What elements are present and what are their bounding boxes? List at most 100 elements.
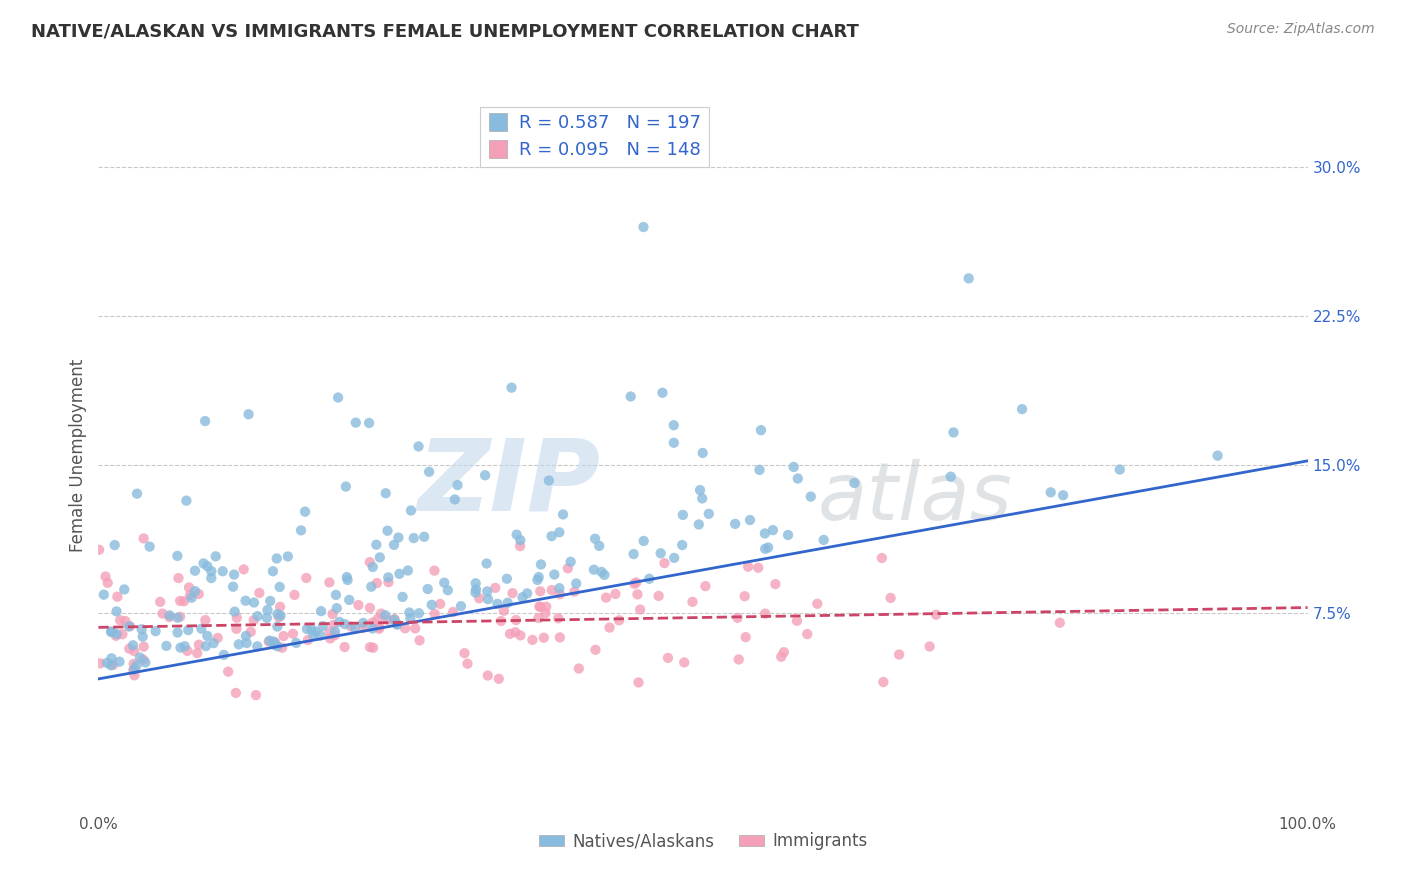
Point bbox=[547, 611, 569, 625]
Point bbox=[786, 471, 808, 485]
Point bbox=[1039, 485, 1062, 500]
Point bbox=[125, 486, 148, 500]
Point bbox=[195, 559, 218, 574]
Point bbox=[813, 533, 835, 547]
Point bbox=[423, 564, 446, 578]
Point bbox=[222, 580, 245, 594]
Point bbox=[548, 631, 571, 645]
Point bbox=[129, 650, 152, 665]
Point bbox=[925, 607, 948, 622]
Point bbox=[259, 594, 281, 608]
Point bbox=[583, 532, 606, 546]
Point bbox=[105, 590, 128, 604]
Point bbox=[502, 586, 524, 600]
Point bbox=[591, 565, 613, 579]
Point bbox=[132, 630, 155, 644]
Point bbox=[326, 391, 349, 405]
Text: NATIVE/ALASKAN VS IMMIGRANTS FEMALE UNEMPLOYMENT CORRELATION CHART: NATIVE/ALASKAN VS IMMIGRANTS FEMALE UNEM… bbox=[31, 22, 859, 40]
Point bbox=[283, 588, 305, 602]
Point bbox=[638, 572, 661, 586]
Point bbox=[352, 621, 374, 635]
Point bbox=[93, 588, 115, 602]
Point bbox=[474, 468, 496, 483]
Point bbox=[263, 634, 285, 648]
Point bbox=[295, 571, 318, 585]
Point bbox=[527, 570, 550, 584]
Point bbox=[623, 547, 645, 561]
Point bbox=[194, 414, 217, 428]
Point bbox=[623, 576, 645, 591]
Point bbox=[118, 641, 141, 656]
Point bbox=[599, 621, 621, 635]
Point bbox=[382, 538, 405, 552]
Point bbox=[692, 446, 714, 460]
Point bbox=[359, 600, 381, 615]
Point bbox=[627, 675, 650, 690]
Point bbox=[125, 658, 148, 673]
Point bbox=[361, 615, 384, 630]
Point bbox=[322, 607, 344, 621]
Point bbox=[662, 418, 685, 433]
Point bbox=[582, 563, 605, 577]
Point bbox=[246, 609, 269, 624]
Point bbox=[336, 570, 359, 584]
Point bbox=[367, 612, 389, 626]
Point bbox=[377, 524, 399, 538]
Point bbox=[762, 523, 785, 537]
Point bbox=[1108, 462, 1130, 476]
Point bbox=[359, 416, 381, 430]
Point bbox=[333, 617, 356, 632]
Point bbox=[259, 633, 281, 648]
Point bbox=[202, 636, 225, 650]
Point bbox=[256, 611, 278, 625]
Point bbox=[565, 576, 588, 591]
Point bbox=[796, 627, 818, 641]
Point bbox=[97, 575, 120, 590]
Point bbox=[225, 622, 247, 636]
Point bbox=[108, 655, 131, 669]
Point bbox=[193, 557, 215, 571]
Point bbox=[492, 604, 515, 618]
Point bbox=[783, 459, 806, 474]
Point bbox=[211, 564, 233, 578]
Point bbox=[443, 492, 465, 507]
Point bbox=[734, 630, 756, 644]
Point bbox=[399, 611, 422, 625]
Point bbox=[488, 672, 510, 686]
Point bbox=[309, 629, 332, 643]
Point bbox=[509, 628, 531, 642]
Point bbox=[450, 599, 472, 614]
Point bbox=[509, 539, 531, 553]
Point bbox=[413, 530, 436, 544]
Point bbox=[262, 564, 284, 578]
Point bbox=[176, 644, 198, 658]
Point bbox=[526, 573, 548, 587]
Point bbox=[806, 597, 828, 611]
Point bbox=[529, 584, 551, 599]
Point bbox=[323, 628, 346, 642]
Point bbox=[186, 646, 208, 660]
Point bbox=[786, 614, 808, 628]
Point bbox=[529, 599, 551, 614]
Point bbox=[222, 567, 245, 582]
Point bbox=[654, 556, 676, 570]
Point bbox=[166, 625, 188, 640]
Point bbox=[585, 642, 607, 657]
Point bbox=[536, 599, 558, 614]
Text: Source: ZipAtlas.com: Source: ZipAtlas.com bbox=[1227, 22, 1375, 37]
Text: ZIP: ZIP bbox=[418, 435, 600, 532]
Point bbox=[336, 573, 359, 587]
Point bbox=[607, 613, 630, 627]
Point bbox=[368, 550, 391, 565]
Point bbox=[138, 540, 160, 554]
Point bbox=[588, 539, 610, 553]
Point bbox=[100, 651, 122, 665]
Point bbox=[747, 560, 769, 574]
Point bbox=[396, 564, 419, 578]
Point bbox=[370, 607, 392, 621]
Point bbox=[204, 549, 226, 564]
Point bbox=[87, 542, 110, 557]
Point bbox=[477, 584, 499, 599]
Point bbox=[108, 613, 131, 627]
Point bbox=[114, 614, 136, 628]
